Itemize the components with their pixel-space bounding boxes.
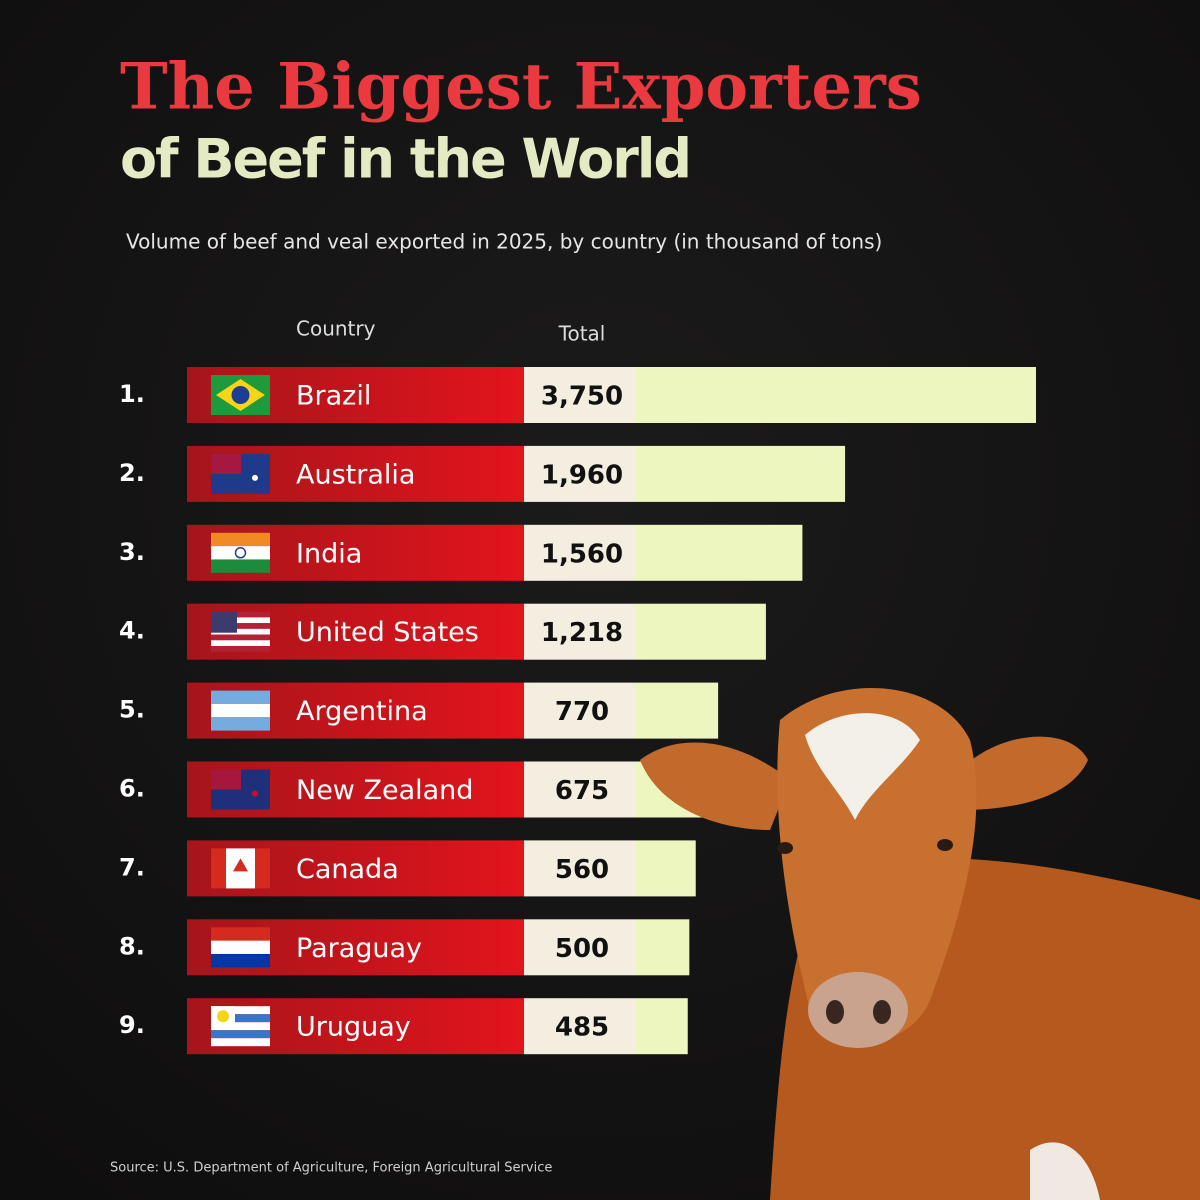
flag: [211, 375, 270, 415]
value-cell: [524, 524, 636, 581]
flag-shape: [234, 547, 247, 559]
country-label: Argentina: [296, 696, 428, 727]
rank-label: 9.: [119, 1011, 145, 1039]
flag: [211, 927, 270, 968]
value-cell: [524, 367, 636, 423]
value-cell: [524, 998, 636, 1055]
rank-label: 5.: [119, 696, 145, 724]
flag-stripe: [211, 927, 270, 941]
flag-shape: [233, 858, 248, 872]
flag: [211, 690, 270, 731]
flag-stripe: [211, 703, 270, 718]
country-label: United States: [296, 617, 479, 648]
value-label: 3,750: [541, 382, 623, 412]
value-cell: [524, 840, 636, 897]
flag: [211, 769, 270, 810]
flag-stripe: [211, 1014, 270, 1023]
rank-label: 8.: [119, 932, 145, 960]
flag-stripe: [211, 532, 270, 547]
flag: [211, 532, 270, 573]
country-label: India: [296, 538, 362, 569]
value-label: 770: [555, 697, 609, 727]
flag-shape: [231, 386, 250, 404]
rank-label: 6.: [119, 775, 145, 803]
flag: [211, 453, 270, 494]
flag-stripe: [211, 634, 270, 641]
flag-shape: [252, 790, 258, 797]
flag-stripe: [211, 645, 270, 652]
flag: [211, 848, 270, 889]
flag-stripe: [211, 717, 270, 731]
flag-stripe: [211, 1038, 270, 1047]
column-header: Country: [296, 317, 376, 341]
source: Source: U.S. Department of Agriculture, …: [110, 1161, 552, 1176]
flag-stripe: [211, 623, 270, 629]
country-label: New Zealand: [296, 775, 473, 806]
country-label: Uruguay: [296, 1012, 411, 1043]
flag-stripe: [211, 1006, 270, 1015]
flag-shape: [211, 611, 237, 633]
value-label: 1,218: [541, 618, 623, 648]
rank-label: 4.: [119, 617, 145, 645]
value-label: 1,960: [541, 460, 623, 490]
value-cell: [524, 603, 636, 660]
chart-subtitle: Volume of beef and veal exported in 2025…: [126, 230, 882, 254]
value-label: 1,560: [541, 539, 623, 569]
rank-label: 1.: [119, 380, 145, 408]
value-label: 560: [555, 855, 609, 885]
flag-stripe: [211, 611, 270, 618]
chart-title: of Beef in the World: [120, 128, 690, 191]
value-label: 500: [555, 934, 609, 964]
bar: [636, 524, 803, 581]
flag-stripe: [211, 940, 270, 954]
flag: [211, 1006, 270, 1047]
country-label: Brazil: [296, 381, 371, 412]
country-label: Australia: [296, 459, 415, 490]
bar: [636, 603, 766, 660]
country-label: Canada: [296, 854, 399, 885]
rank-label: 7.: [119, 853, 145, 881]
rank-label: 2.: [119, 459, 145, 487]
flag-shape: [211, 769, 241, 790]
flag-stripe: [211, 690, 270, 704]
flag-stripe: [211, 1022, 270, 1031]
bar: [636, 998, 688, 1055]
value-cell: [524, 919, 636, 976]
flag-stripe: [211, 1030, 270, 1039]
value-label: 485: [555, 1013, 609, 1043]
value-cell: [524, 682, 636, 739]
flag-stripe: [211, 559, 270, 573]
value-label: 675: [555, 776, 609, 806]
flag-shape: [252, 474, 258, 481]
flag-stripe: [211, 640, 270, 646]
bar: [636, 445, 846, 502]
country-label: Paraguay: [296, 933, 422, 964]
cow-illustration: [640, 687, 1200, 1200]
flag: [211, 611, 270, 652]
bar: [636, 840, 696, 897]
bar: [636, 919, 690, 976]
column-header: Total: [558, 322, 606, 346]
rank-label: 3.: [119, 538, 145, 566]
flag-shape: [217, 1010, 229, 1023]
bar: [636, 682, 719, 739]
value-cell: [524, 445, 636, 502]
flag-stripe: [211, 617, 270, 624]
bar: [636, 367, 1036, 423]
flag-stripe: [211, 628, 270, 635]
flag-shape: [211, 453, 241, 474]
value-cell: [524, 761, 636, 818]
chart-title: The Biggest Exporters: [120, 50, 922, 125]
flag-stripe: [211, 953, 270, 968]
flag-stripe: [211, 546, 270, 560]
